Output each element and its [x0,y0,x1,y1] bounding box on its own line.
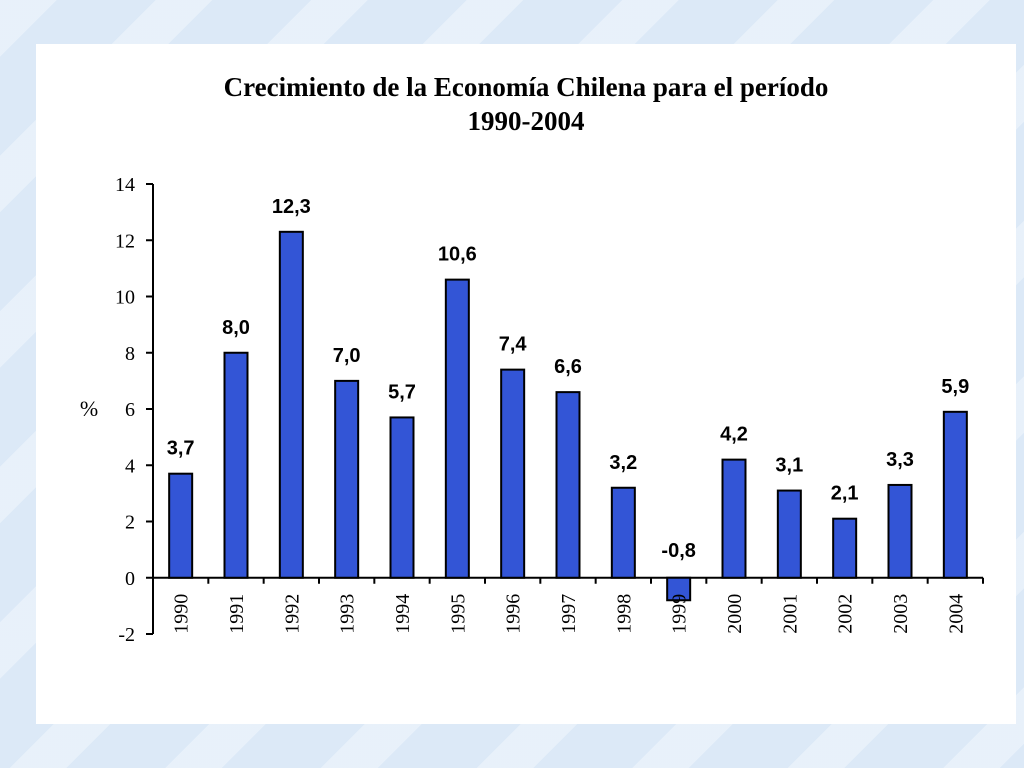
data-label-1995: 10,6 [438,244,477,266]
y-tick-label: 4 [125,455,135,477]
x-tick-label-1991: 1991 [226,594,248,634]
y-tick-label: 10 [115,287,135,309]
data-label-1993: 7,0 [333,345,361,367]
chart-title: Crecimiento de la Economía Chilena para … [36,70,1016,138]
chart-title-line-1: Crecimiento de la Economía Chilena para … [223,72,829,102]
bar-1993 [334,379,360,579]
chart-title-line-2: 1990-2004 [467,106,585,136]
bar-1995 [444,278,470,579]
bar-2002 [832,517,858,579]
y-tick-label: 2 [125,512,135,534]
x-tick-label-1997: 1997 [558,594,580,634]
bar-1997 [555,391,581,579]
chart-panel [36,44,1016,724]
bar-1991 [223,351,249,579]
x-tick-label-1990: 1990 [171,594,193,634]
bar-1996 [500,368,526,579]
x-tick-label-2002: 2002 [835,594,857,634]
x-tick-label-1995: 1995 [447,594,469,634]
bar-1999 [666,576,692,602]
bar-2003 [887,483,913,579]
y-tick-label: 0 [125,568,135,590]
data-label-2004: 5,9 [941,376,969,398]
bar-2000 [721,458,747,579]
bar-1992 [278,230,304,579]
data-label-1994: 5,7 [388,381,416,403]
bar-1994 [389,416,415,579]
bar-1990 [168,472,194,579]
bar-2001 [776,489,802,579]
y-axis-label: % [80,396,98,421]
x-tick-label-1998: 1998 [613,594,635,634]
data-label-1991: 8,0 [222,317,250,339]
data-label-1997: 6,6 [554,356,582,378]
data-label-2002: 2,1 [831,483,859,505]
data-label-2003: 3,3 [886,449,914,471]
data-label-1990: 3,7 [167,438,195,460]
x-tick-label-1992: 1992 [281,594,303,634]
x-tick-label-1996: 1996 [503,594,525,634]
x-tick-label-1994: 1994 [392,594,414,634]
y-tick-label: -2 [118,624,135,646]
y-tick-label: 12 [115,230,135,252]
data-label-1999: -0,8 [661,540,695,562]
x-tick-label-1993: 1993 [337,594,359,634]
data-label-1998: 3,2 [609,452,637,474]
data-label-2000: 4,2 [720,424,748,446]
x-tick-label-2003: 2003 [890,594,912,634]
data-label-1996: 7,4 [499,334,528,356]
data-label-1992: 12,3 [272,196,311,218]
x-tick-label-2000: 2000 [724,594,746,634]
y-tick-label: 6 [125,399,135,421]
x-tick-label-1999: 1999 [669,594,691,634]
bar-1998 [610,486,636,579]
data-label-2001: 3,1 [775,455,803,477]
y-tick-label: 8 [125,343,135,365]
y-tick-label: 14 [115,174,135,196]
x-tick-label-2001: 2001 [779,594,801,634]
bar-2004 [942,410,968,579]
x-tick-label-2004: 2004 [945,594,967,634]
